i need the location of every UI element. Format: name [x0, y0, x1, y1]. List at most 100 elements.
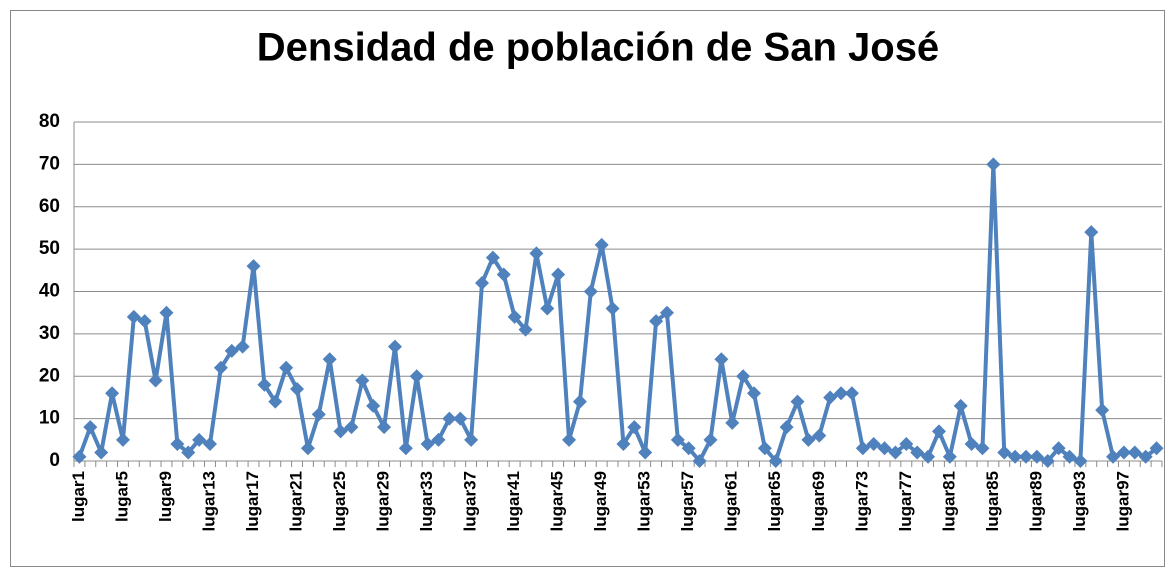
- y-tick-label: 80: [39, 111, 60, 132]
- y-tick-label: 0: [49, 450, 60, 471]
- y-tick-label: 70: [39, 153, 60, 174]
- marker: [1138, 449, 1153, 464]
- marker: [790, 394, 805, 409]
- x-tick-label: lugar17: [243, 471, 262, 531]
- marker: [1008, 449, 1023, 464]
- marker: [311, 407, 326, 422]
- marker: [387, 339, 402, 354]
- x-tick-label: lugar37: [461, 471, 480, 531]
- marker: [834, 386, 849, 401]
- marker: [518, 322, 533, 337]
- marker: [105, 386, 120, 401]
- marker: [377, 420, 392, 435]
- x-tick-label: lugar21: [287, 471, 306, 531]
- marker: [801, 432, 816, 447]
- marker: [736, 369, 751, 384]
- marker: [747, 386, 761, 401]
- marker: [453, 411, 468, 426]
- marker: [812, 428, 827, 443]
- marker: [910, 445, 925, 460]
- x-tick-label: lugar1: [69, 471, 88, 522]
- marker: [115, 432, 130, 447]
- x-tick-label: lugar29: [374, 471, 393, 531]
- chart-title: Densidad de población de San José: [257, 26, 939, 70]
- marker: [442, 411, 457, 426]
- marker: [1051, 441, 1066, 456]
- marker: [659, 305, 674, 320]
- x-tick-label: lugar41: [504, 471, 523, 531]
- marker: [670, 432, 685, 447]
- marker: [594, 237, 609, 252]
- marker: [757, 441, 772, 456]
- marker: [148, 373, 163, 388]
- marker: [997, 445, 1012, 460]
- marker: [1106, 449, 1121, 464]
- marker: [768, 454, 783, 468]
- marker: [192, 432, 207, 447]
- marker: [649, 314, 664, 329]
- marker: [583, 284, 598, 299]
- marker: [126, 309, 141, 324]
- marker: [1127, 445, 1142, 460]
- x-tick-label: lugar49: [591, 471, 610, 531]
- marker: [464, 432, 479, 447]
- marker: [496, 267, 511, 282]
- x-tick-label: lugar89: [1026, 471, 1045, 531]
- marker: [551, 267, 566, 282]
- y-tick-label: 40: [39, 281, 60, 302]
- x-tick-label: lugar73: [852, 471, 871, 531]
- x-tick-label: lugar45: [548, 471, 567, 531]
- marker: [529, 246, 544, 261]
- marker: [235, 339, 250, 354]
- x-tick-label: lugar57: [678, 471, 697, 531]
- marker: [572, 394, 587, 409]
- marker: [779, 420, 794, 435]
- marker: [964, 437, 979, 452]
- marker: [268, 394, 283, 409]
- marker: [355, 373, 370, 388]
- marker: [1073, 454, 1088, 468]
- marker: [83, 420, 98, 435]
- marker: [1040, 454, 1055, 468]
- marker: [181, 445, 196, 460]
- marker: [540, 301, 555, 316]
- marker: [616, 437, 631, 452]
- marker: [638, 445, 653, 460]
- marker: [159, 305, 174, 320]
- marker: [420, 437, 435, 452]
- y-tick-label: 20: [39, 365, 60, 386]
- marker: [246, 259, 261, 274]
- x-tick-label: lugar69: [809, 471, 828, 531]
- marker: [213, 360, 228, 375]
- marker: [203, 437, 217, 452]
- x-tick-label: lugar33: [417, 471, 436, 531]
- y-tick-label: 30: [39, 323, 60, 344]
- marker: [1149, 441, 1164, 456]
- marker: [899, 437, 914, 452]
- marker: [170, 437, 185, 452]
- marker: [72, 449, 87, 464]
- marker: [137, 314, 152, 329]
- marker: [279, 360, 294, 375]
- marker: [953, 398, 968, 413]
- marker: [1084, 225, 1099, 240]
- marker: [322, 352, 337, 367]
- marker: [855, 441, 870, 456]
- marker: [921, 449, 936, 464]
- marker: [409, 369, 424, 384]
- marker: [1029, 449, 1044, 464]
- marker: [257, 377, 272, 392]
- marker: [942, 449, 957, 464]
- x-tick-label: lugar53: [635, 471, 654, 531]
- marker: [562, 432, 577, 447]
- marker: [300, 441, 315, 456]
- line: [77, 162, 1158, 463]
- marker: [1019, 449, 1033, 464]
- marker: [844, 386, 859, 401]
- y-tick-label: 60: [39, 196, 60, 217]
- marker: [975, 441, 990, 456]
- marker: [725, 415, 740, 430]
- marker: [1116, 445, 1131, 460]
- marker: [681, 441, 696, 456]
